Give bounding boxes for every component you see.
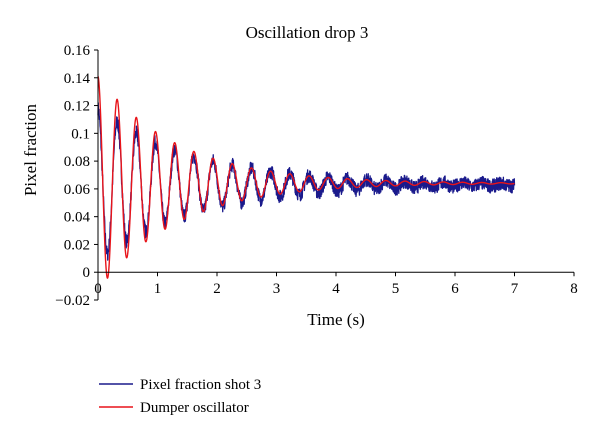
- x-tick-label: 1: [154, 281, 162, 297]
- chart-title: Oscillation drop 3: [246, 23, 369, 42]
- legend-label-1: Pixel fraction shot 3: [140, 377, 261, 393]
- x-tick-label: 2: [213, 281, 221, 297]
- y-tick-label: 0.14: [64, 71, 91, 87]
- y-tick-label: 0: [83, 265, 91, 281]
- y-tick-label: −0.02: [55, 293, 90, 309]
- series-line-1: [97, 102, 516, 261]
- series-line-2: [97, 76, 515, 279]
- y-tick-label: 0.1: [71, 126, 90, 142]
- y-tick-label: 0.04: [64, 210, 91, 226]
- y-tick-label: 0.08: [64, 154, 90, 170]
- x-tick-label: 0: [94, 281, 102, 297]
- axes-layer: [97, 50, 574, 300]
- x-axis-label: Time (s): [307, 310, 364, 329]
- y-axis-label: Pixel fraction: [21, 103, 40, 196]
- y-tick-label: 0.02: [64, 237, 90, 253]
- y-tick-label: 0.12: [64, 99, 90, 115]
- x-tick-label: 5: [392, 281, 400, 297]
- y-tick-label: 0.06: [64, 182, 91, 198]
- y-tick-label: 0.16: [64, 43, 91, 59]
- x-tick-label: 8: [570, 281, 578, 297]
- legend-label-2: Dumper oscillator: [140, 400, 249, 416]
- x-tick-label: 7: [511, 281, 519, 297]
- x-tick-label: 3: [273, 281, 281, 297]
- legend: Pixel fraction shot 3 Dumper oscillator: [99, 377, 261, 416]
- x-tick-label: 4: [332, 281, 340, 297]
- series-layer: [97, 76, 516, 279]
- x-tick-label: 6: [451, 281, 459, 297]
